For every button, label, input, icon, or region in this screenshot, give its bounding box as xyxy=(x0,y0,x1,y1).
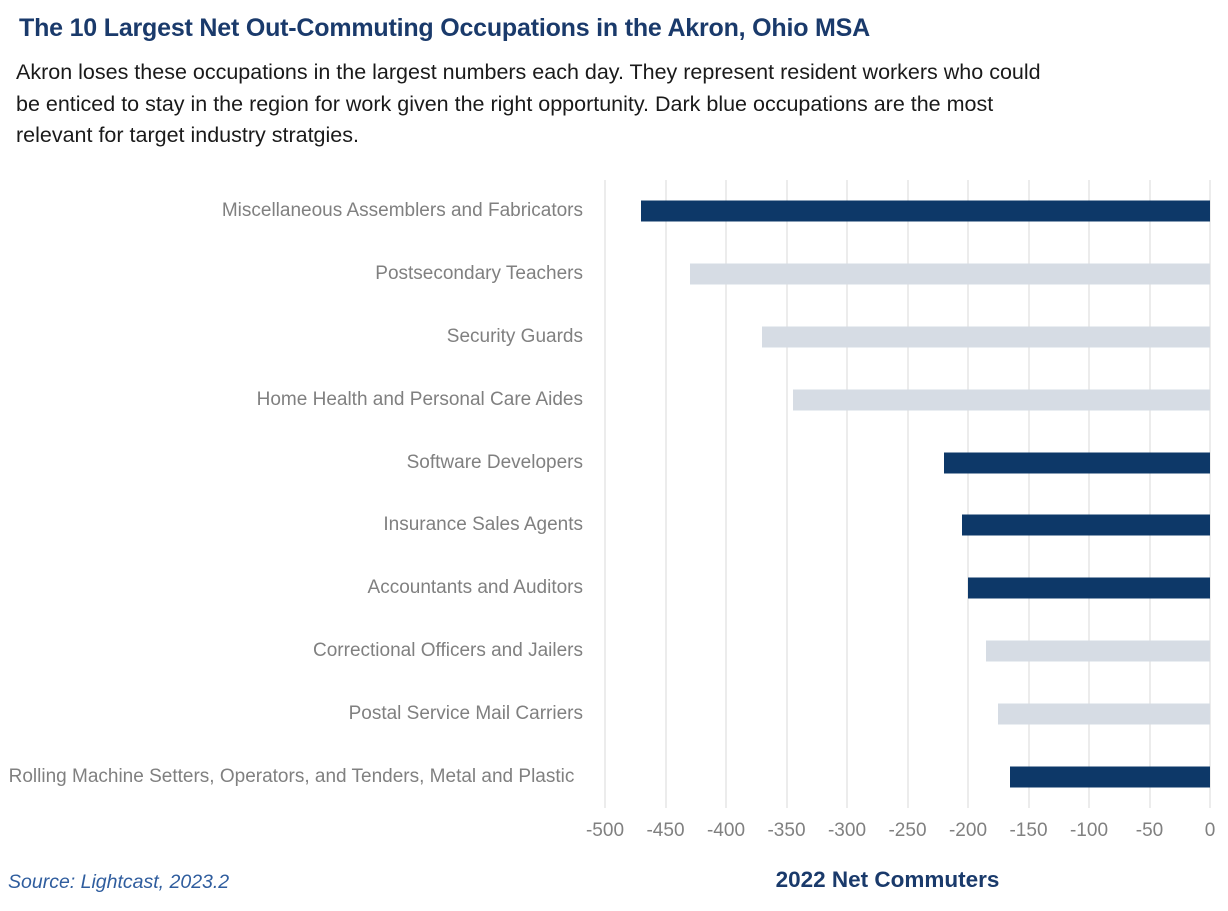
bar xyxy=(641,200,1210,222)
bar-row xyxy=(605,431,1210,494)
category-label: Software Developers xyxy=(406,451,583,473)
plot-area xyxy=(604,180,1211,808)
x-tick-label: -150 xyxy=(1009,820,1048,841)
bar xyxy=(986,640,1210,662)
category-label: Insurance Sales Agents xyxy=(383,514,583,536)
bar-row xyxy=(605,243,1210,306)
bar-row xyxy=(605,368,1210,431)
x-axis-title: 2022 Net Commuters xyxy=(775,867,1000,892)
category-label: Postal Service Mail Carriers xyxy=(348,702,583,724)
bar xyxy=(689,263,1210,285)
bar-row xyxy=(605,745,1210,808)
chart-subtitle: Akron loses these occupations in the lar… xyxy=(16,60,1041,147)
x-tick-label: -100 xyxy=(1069,820,1109,841)
bar xyxy=(943,452,1210,474)
source-note: Source: Lightcast, 2023.2 xyxy=(8,871,230,893)
category-label: Home Health and Personal Care Aides xyxy=(256,388,583,410)
x-tick-label: 0 xyxy=(1204,820,1216,841)
bar-row xyxy=(605,180,1210,243)
bar xyxy=(792,389,1210,411)
x-tick-label: -300 xyxy=(827,820,867,841)
x-tick-label: -200 xyxy=(948,820,988,841)
bar-row xyxy=(605,682,1210,745)
x-tick-label: -250 xyxy=(888,820,927,841)
x-tick-label: -350 xyxy=(767,820,806,841)
bar xyxy=(762,326,1210,348)
category-label: Security Guards xyxy=(446,325,583,347)
x-tick-label: -450 xyxy=(646,820,685,841)
bar-row xyxy=(605,306,1210,369)
bar-row xyxy=(605,620,1210,683)
gridline xyxy=(665,180,666,808)
category-label: Rolling Machine Setters, Operators, and … xyxy=(8,765,575,787)
bar xyxy=(1010,766,1210,788)
gridline xyxy=(1028,180,1029,808)
chart-title: The 10 Largest Net Out-Commuting Occupat… xyxy=(19,14,871,42)
gridline xyxy=(725,180,727,808)
gridline xyxy=(967,180,969,808)
gridline xyxy=(604,180,606,808)
gridline xyxy=(1149,180,1150,808)
gridline xyxy=(846,180,848,808)
x-axis-ticks: -500 -450 -400 -350 -300 -250 -200 -150 -100 -50 0 xyxy=(586,820,1215,846)
gridline xyxy=(907,180,908,808)
x-tick-label: -500 xyxy=(585,820,625,841)
gridline xyxy=(1209,180,1211,808)
bar-row xyxy=(605,494,1210,557)
gridline xyxy=(786,180,787,808)
category-label: Miscellaneous Assemblers and Fabricators xyxy=(221,200,583,222)
x-tick-label: -50 xyxy=(1135,820,1164,841)
category-label: Accountants and Auditors xyxy=(367,577,583,599)
bar xyxy=(961,514,1210,536)
gridline xyxy=(1088,180,1090,808)
category-labels: Miscellaneous Assemblers and Fabricators… xyxy=(0,180,585,808)
category-label: Postsecondary Teachers xyxy=(375,263,583,285)
x-tick-label: -400 xyxy=(706,820,746,841)
bar xyxy=(998,703,1210,725)
bar xyxy=(968,577,1210,599)
bar-row xyxy=(605,557,1210,620)
category-label: Correctional Officers and Jailers xyxy=(313,639,583,661)
